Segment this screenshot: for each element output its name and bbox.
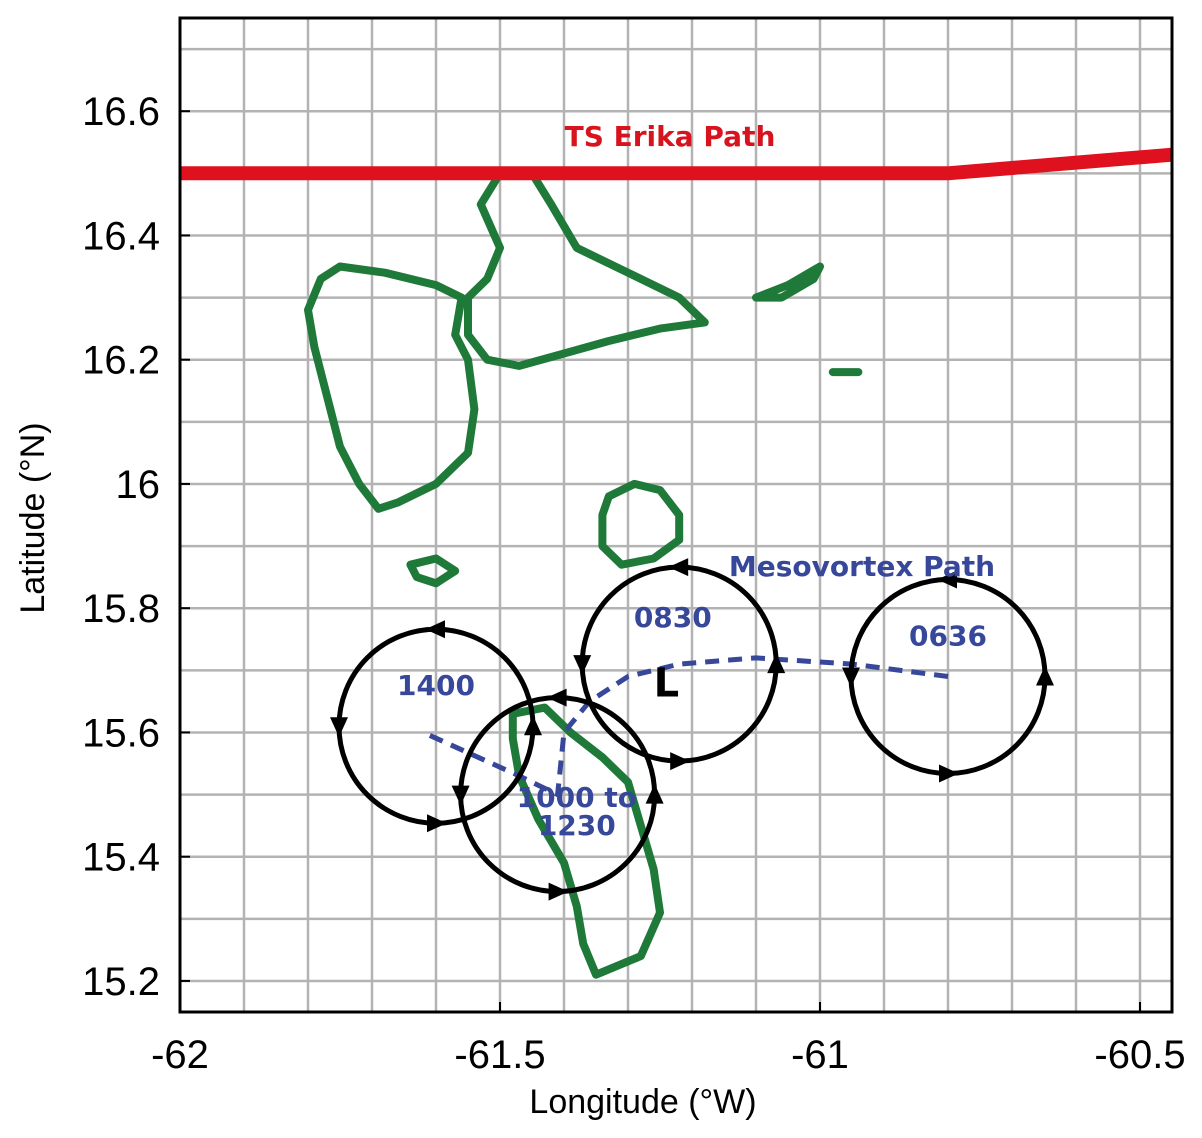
la-desirade-coast — [752, 262, 824, 302]
ts-erika-path — [180, 147, 1173, 181]
vortex-time-label: 1400 — [397, 669, 475, 702]
mesovortex-path-label: Mesovortex Path — [729, 550, 995, 583]
vortex-time-label: 1230 — [538, 809, 616, 842]
vortex-time-label: 0636 — [909, 619, 987, 652]
y-axis-title: Latitude (°N) — [14, 422, 52, 613]
basse-terre-coast — [304, 262, 479, 513]
y-tick-label: 15.4 — [82, 836, 160, 880]
vortex-arrow — [842, 667, 860, 688]
y-tick-label: 16 — [116, 463, 161, 507]
y-tick-label: 15.6 — [82, 711, 160, 755]
y-tick-labels: 15.2 15.4 15.6 15.8 16 16.2 16.4 16.6 — [82, 90, 190, 1004]
x-tick-label: -61.5 — [454, 1033, 545, 1077]
x-tick-label: -60.5 — [1094, 1033, 1185, 1077]
vortex-arrow — [939, 764, 959, 783]
vortex-arrow — [668, 558, 689, 577]
vortex-arrow — [767, 653, 786, 674]
vortex-arrow — [330, 717, 348, 738]
ts-erika-path-line — [180, 147, 1173, 181]
vortex-arrow — [937, 570, 957, 589]
vortex-arrow — [548, 882, 569, 901]
ts-erika-path-label: TS Erika Path — [565, 120, 776, 153]
vortex-arrow — [524, 715, 542, 736]
y-tick-label: 16.4 — [82, 214, 160, 258]
y-tick-label: 16.2 — [82, 339, 160, 383]
vortex-arrow — [1036, 665, 1054, 686]
y-tick-label: 15.8 — [82, 587, 160, 631]
plot-frame — [178, 16, 1174, 1014]
vortex-arrow — [427, 814, 447, 833]
dominica-coast — [508, 703, 664, 979]
x-tick-label: -61 — [791, 1033, 849, 1077]
vortex-4 — [330, 620, 542, 833]
vortex-arrow — [670, 752, 690, 771]
mesovortex-path — [422, 655, 949, 798]
grande-terre-coast — [464, 169, 709, 370]
vortex-arrow — [546, 688, 567, 707]
vortex-arrow — [645, 783, 664, 804]
vortex-2 — [573, 558, 786, 771]
low-pressure-marker: L — [654, 661, 680, 707]
vortex-circles — [330, 558, 1054, 901]
vortex-arrow — [573, 655, 592, 675]
annotations: TS Erika Path Mesovortex Path 0636 0830 1000… — [397, 120, 995, 842]
marie-galante-coast — [598, 479, 684, 569]
coastline-guadeloupe-dominica — [304, 169, 863, 979]
x-tick-labels: -62 -61.5 -61 -60.5 — [151, 1002, 1186, 1077]
x-tick-label: -62 — [151, 1033, 209, 1077]
vortex-time-label: 0830 — [634, 601, 712, 634]
vortex-arrow — [425, 620, 445, 639]
y-tick-label: 15.2 — [82, 960, 160, 1004]
y-tick-label: 16.6 — [82, 90, 160, 134]
vortex-time-label: 1000 to — [517, 781, 637, 814]
vortex-3 — [451, 688, 664, 901]
les-saintes-coast — [406, 554, 460, 588]
x-axis-title: Longitude (°W) — [529, 1083, 756, 1121]
mesovortex-path-line — [422, 655, 949, 798]
vortex-1 — [842, 570, 1054, 783]
vortex-arrow — [451, 785, 470, 806]
